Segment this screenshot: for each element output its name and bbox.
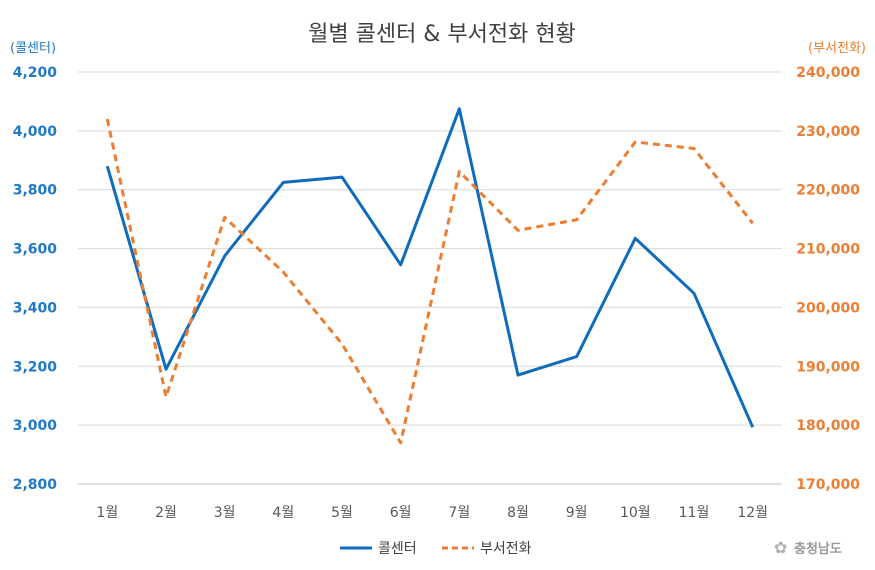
flower-icon: ✿: [774, 538, 787, 557]
x-tick-label: 3월: [214, 505, 236, 521]
x-tick-label: 8월: [507, 505, 529, 521]
series-line-0: [105, 107, 755, 428]
x-tick-label: 11월: [679, 505, 710, 521]
x-tick-label: 7월: [448, 505, 470, 521]
right-axis-ticks: 170,000 180,000 190,000 200,000 210,000 220,0…: [796, 65, 860, 493]
series-line-1: [105, 118, 754, 445]
left-tick-label: 3,800: [13, 183, 58, 199]
watermark-logo: ✿ 충청남도: [774, 538, 842, 557]
right-tick-label: 200,000: [796, 300, 860, 316]
x-tick-label: 5월: [331, 505, 353, 521]
left-tick-label: 3,000: [13, 418, 58, 434]
legend-label-department: 부서전화: [480, 541, 532, 557]
left-tick-label: 3,600: [13, 242, 58, 258]
right-tick-label: 210,000: [796, 242, 860, 258]
x-tick-label: 4월: [272, 505, 294, 521]
x-tick-label: 1월: [96, 505, 118, 521]
right-tick-label: 180,000: [796, 418, 860, 434]
right-tick-label: 220,000: [796, 183, 860, 199]
right-axis-unit: (부서전화): [808, 41, 866, 56]
x-tick-label: 6월: [390, 505, 412, 521]
right-tick-label: 190,000: [796, 359, 860, 375]
right-tick-label: 170,000: [796, 477, 860, 493]
chart-title: 월별 콜센터 & 부서전화 현황: [308, 22, 576, 47]
legend-label-callcenter: 콜센터: [378, 541, 417, 557]
x-axis-ticks: 1월 2월 3월 4월 5월 6월 7월 8월 9월 10월 11월 12월: [96, 505, 768, 521]
left-tick-label: 4,200: [13, 65, 58, 81]
right-tick-label: 230,000: [796, 124, 860, 140]
legend: 콜센터 부서전화: [340, 541, 532, 557]
x-tick-label: 9월: [566, 505, 588, 521]
series-lines: [105, 107, 755, 445]
left-tick-label: 3,400: [13, 300, 58, 316]
left-axis-unit: (콜센터): [10, 41, 56, 56]
x-tick-label: 12월: [737, 505, 768, 521]
right-tick-label: 240,000: [796, 65, 860, 81]
x-tick-label: 10월: [620, 505, 651, 521]
x-tick-label: 2월: [155, 505, 177, 521]
left-tick-label: 2,800: [13, 477, 58, 493]
left-tick-label: 3,200: [13, 359, 58, 375]
left-axis-ticks: 2,800 3,000 3,200 3,400 3,600 3,800 4,000 4,200: [13, 65, 58, 493]
watermark-text: 충청남도: [794, 541, 842, 557]
left-tick-label: 4,000: [13, 124, 58, 140]
